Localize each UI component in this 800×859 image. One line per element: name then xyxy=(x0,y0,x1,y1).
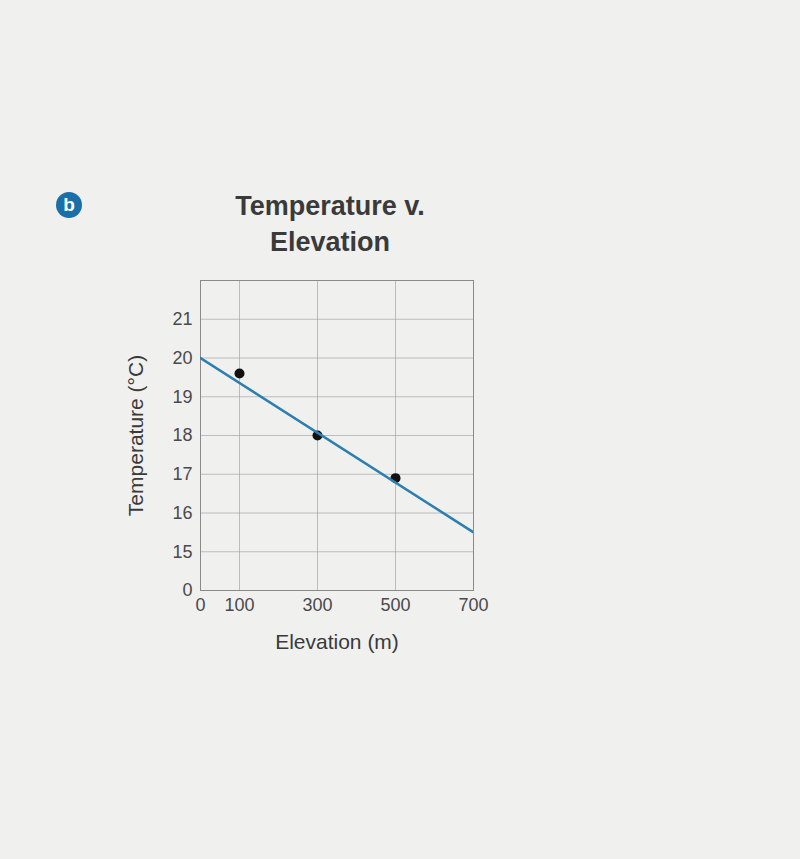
svg-text:100: 100 xyxy=(224,595,254,615)
svg-text:16: 16 xyxy=(172,503,192,523)
svg-text:700: 700 xyxy=(458,595,488,615)
svg-text:0: 0 xyxy=(195,595,205,615)
svg-text:300: 300 xyxy=(302,595,332,615)
svg-text:500: 500 xyxy=(380,595,410,615)
svg-text:18: 18 xyxy=(172,425,192,445)
svg-text:21: 21 xyxy=(172,309,192,329)
svg-text:Elevation (m): Elevation (m) xyxy=(275,630,399,653)
svg-text:Temperature (°C): Temperature (°C) xyxy=(124,355,147,516)
svg-text:17: 17 xyxy=(172,464,192,484)
svg-text:20: 20 xyxy=(172,348,192,368)
svg-text:15: 15 xyxy=(172,542,192,562)
html-text:b: b xyxy=(63,194,75,215)
html-text:Temperature v. Elevation: Temperature v. Elevation xyxy=(235,191,425,257)
svg-text:19: 19 xyxy=(172,387,192,407)
svg-text:0: 0 xyxy=(182,580,192,600)
